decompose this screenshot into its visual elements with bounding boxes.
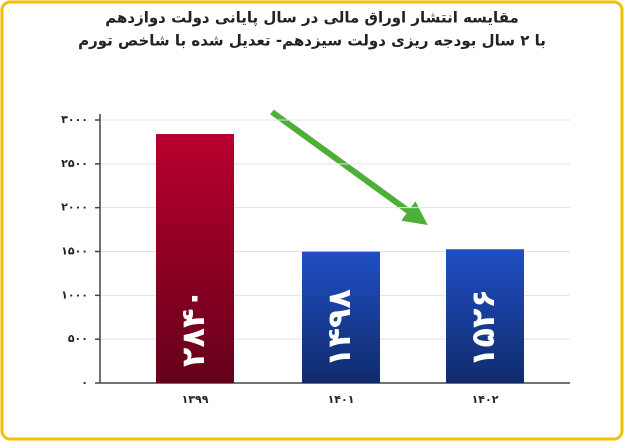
value-label: ۲۸۴۰ <box>174 289 212 367</box>
y-tick-label: ۱۰۰۰ <box>61 288 88 301</box>
bar-shade <box>156 134 234 383</box>
x-tick-label: ۱۴۰۱ <box>328 393 355 406</box>
bar-shade <box>446 249 524 383</box>
x-tick-label: ۱۴۰۲ <box>472 393 499 406</box>
y-tick-label: ۵۰۰ <box>68 332 88 345</box>
trend-arrow <box>270 109 428 226</box>
chart-subtitle: با ۲ سال بودجه ریزی دولت سیزدهم- تعدیل ش… <box>78 32 546 50</box>
y-tick-label: ۲۵۰۰ <box>61 157 88 170</box>
y-tick-label: ۳۰۰۰ <box>61 113 88 126</box>
y-tick-label: ۲۰۰۰ <box>61 201 88 214</box>
value-label: ۱۴۹۸ <box>320 288 358 367</box>
x-tick-label: ۱۳۹۹ <box>182 393 209 406</box>
y-tick-label: ۰ <box>81 376 88 389</box>
y-tick-label: ۱۵۰۰ <box>61 245 88 258</box>
bar-shade <box>302 251 380 383</box>
chart-title: مقایسه انتشار اوراق مالی در سال پایانی د… <box>105 9 519 28</box>
value-label: ۱۵۲۶ <box>464 289 502 367</box>
